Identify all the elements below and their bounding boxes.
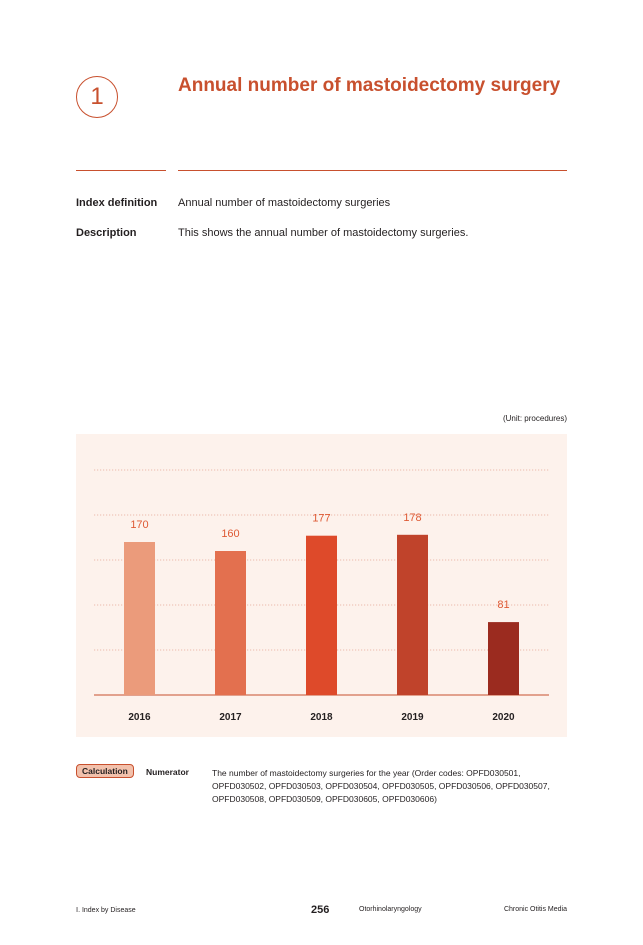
data-label-2020: 81 [497, 599, 509, 611]
divider-right [178, 170, 567, 171]
data-label-2019: 178 [403, 512, 421, 524]
footer-topic: Chronic Otitis Media [503, 906, 567, 913]
x-tick-label: 2018 [310, 712, 333, 723]
numerator-text: The number of mastoidectomy surgeries fo… [212, 768, 550, 804]
section-number-badge: 1 [76, 76, 118, 118]
data-label-2018: 177 [312, 513, 330, 525]
bar-2016 [124, 542, 155, 695]
x-tick-label: 2020 [492, 712, 515, 723]
data-label-2017: 160 [221, 528, 239, 540]
data-label-2016: 170 [130, 519, 148, 531]
divider-left [76, 170, 166, 171]
chart-area: 170 2016 160 2017 177 2018 178 2019 81 2020 [76, 434, 567, 737]
footer-department: Otorhinolaryngology [359, 906, 422, 913]
footer-section: Ⅰ. Index by Disease [76, 907, 136, 914]
bar-2018 [306, 535, 337, 695]
page-number: 256 [311, 904, 330, 916]
page-title: Annual number of mastoidectomy surgery [178, 75, 561, 96]
bar-2017 [215, 551, 246, 695]
index-definition-label: Index definition [76, 197, 158, 209]
index-definition-text: Annual number of mastoidectomy surgeries [178, 197, 391, 209]
bar-2020 [488, 622, 519, 695]
x-tick-label: 2019 [401, 712, 424, 723]
x-tick-label: 2017 [219, 712, 242, 723]
description-label: Description [76, 227, 137, 239]
bar-2019 [397, 534, 428, 695]
description-text: This shows the annual number of mastoide… [178, 227, 469, 239]
bar-chart: 170 2016 160 2017 177 2018 178 2019 81 2020 [94, 469, 549, 723]
x-tick-label: 2016 [128, 712, 151, 723]
numerator-label: Numerator [146, 767, 189, 777]
unit-label: (Unit: procedures) [502, 414, 567, 423]
calculation-badge: Calculation [76, 764, 134, 778]
